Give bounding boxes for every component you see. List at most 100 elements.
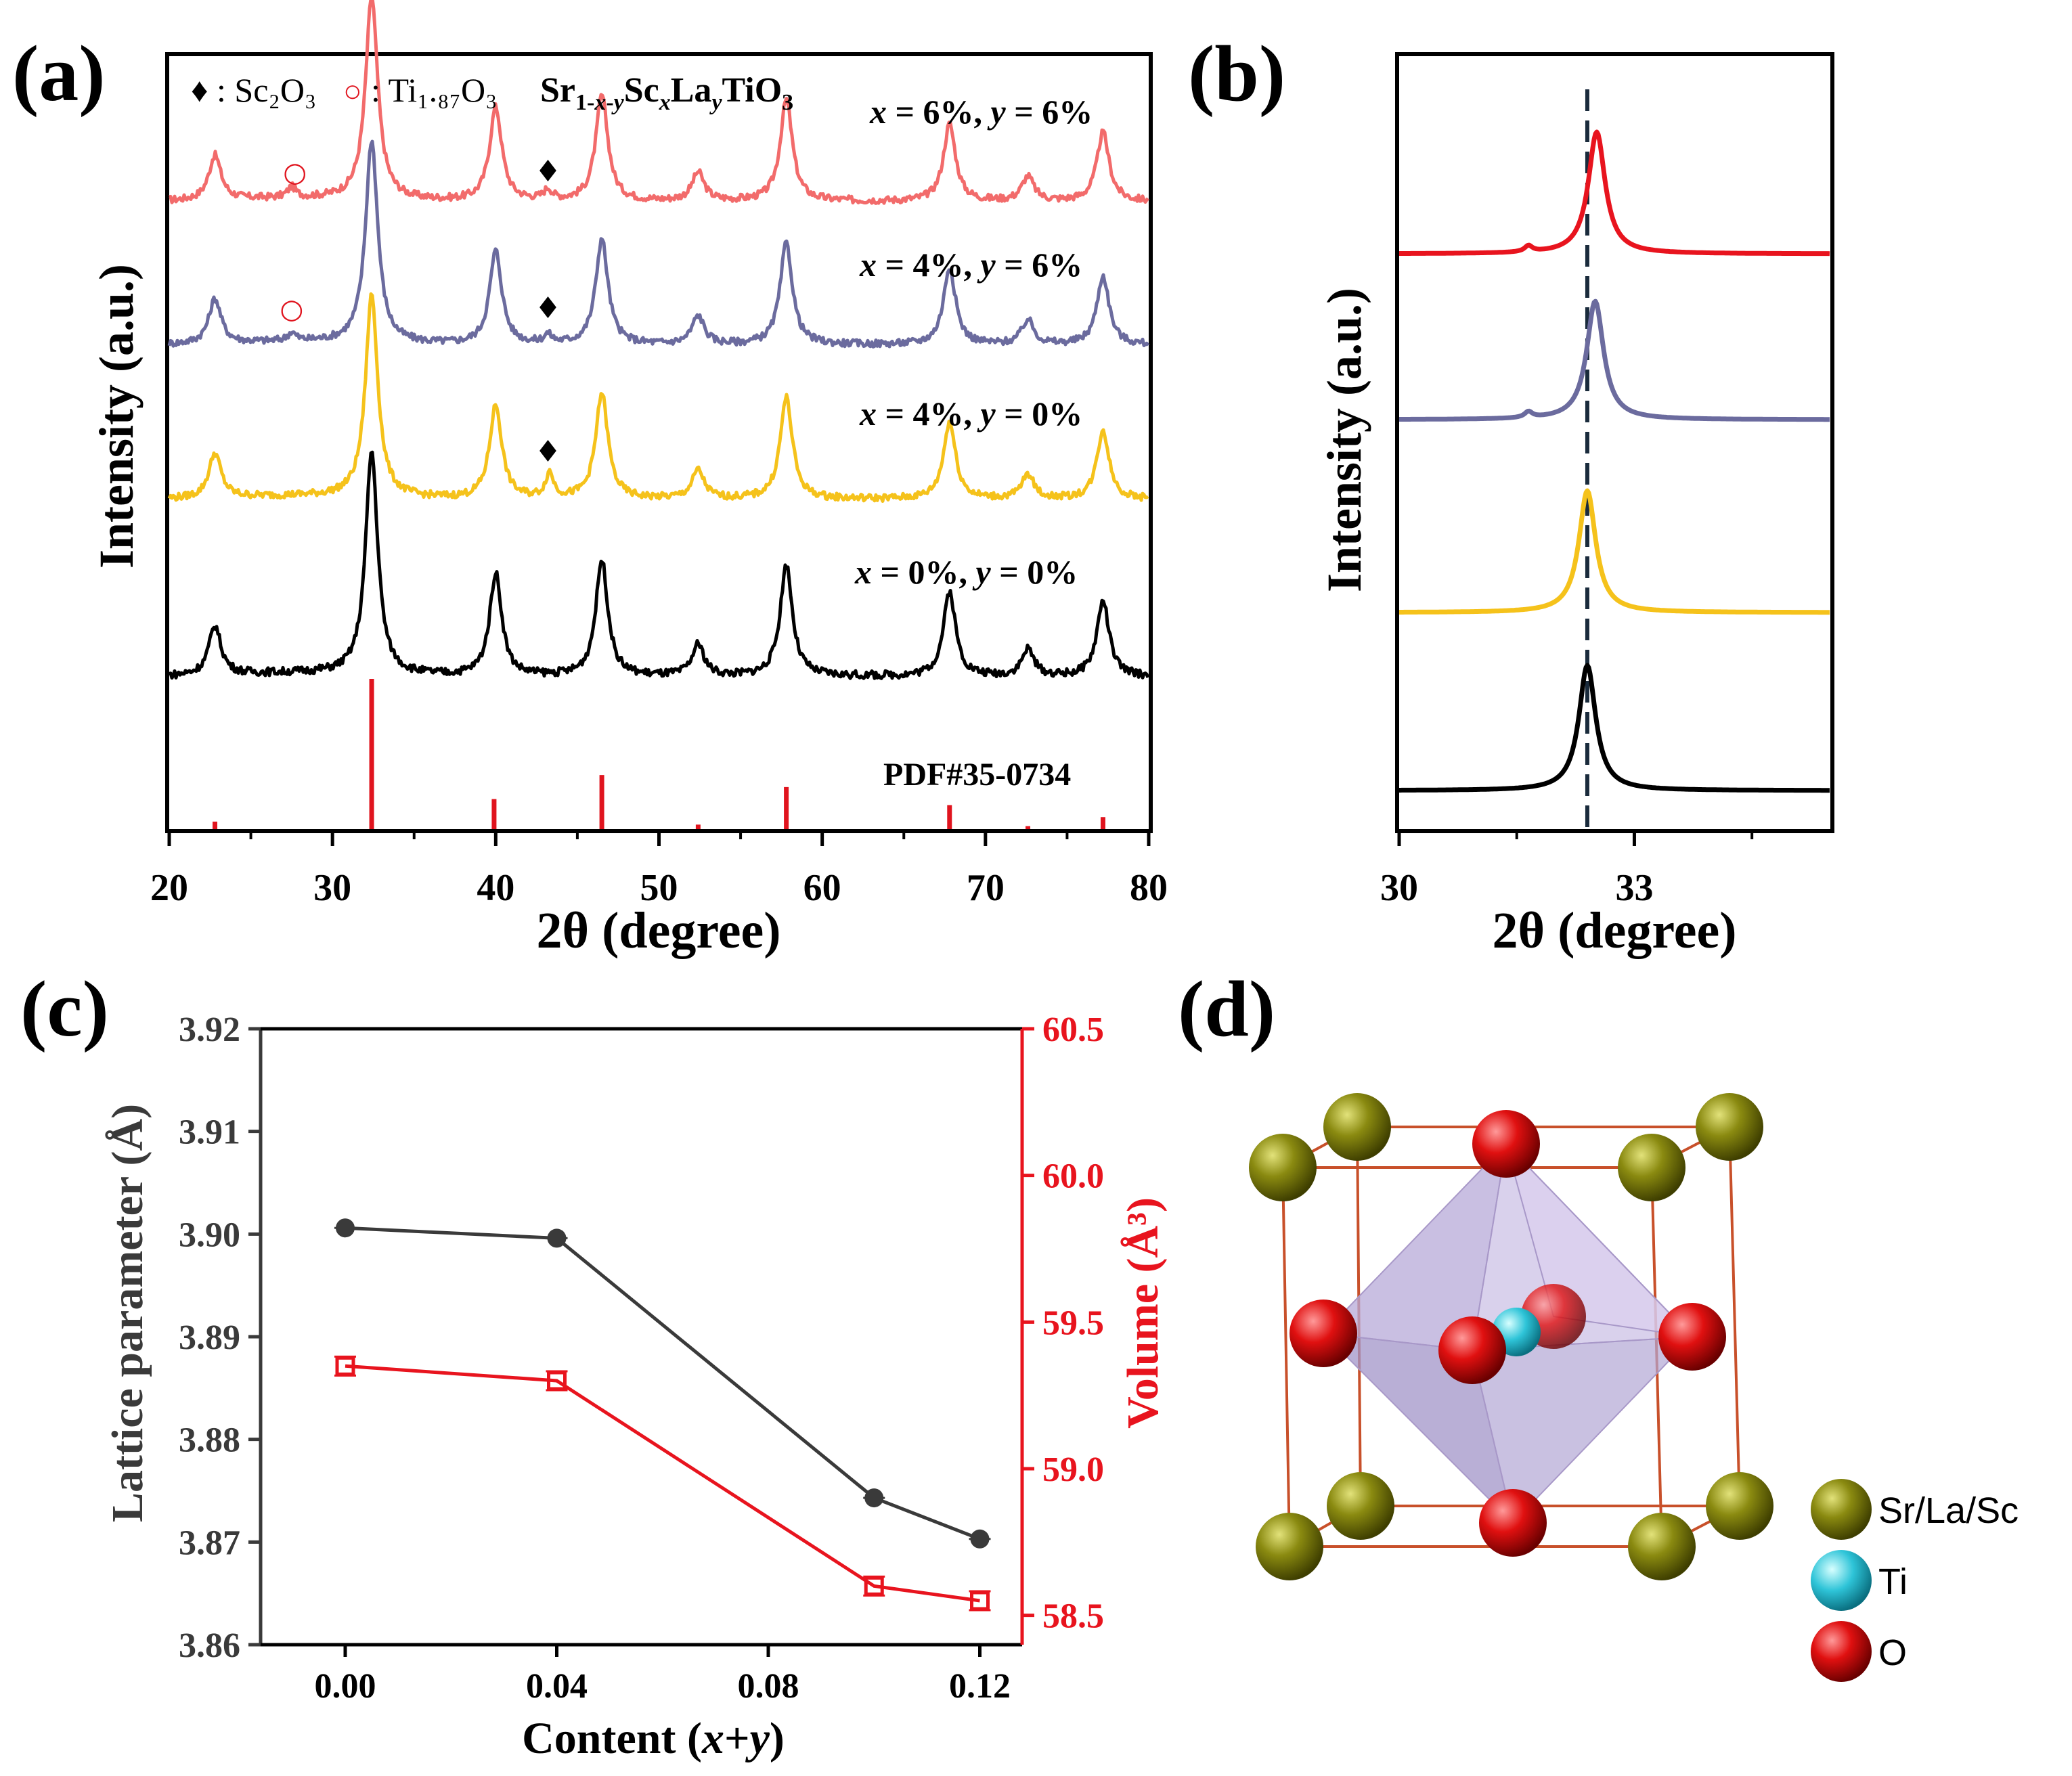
x-tick-label: 0.08: [738, 1667, 799, 1706]
legend-ti-label: Ti: [1878, 1561, 1908, 1602]
atoms: [1249, 1093, 1773, 1580]
panel-d-label: (d): [1178, 964, 1275, 1053]
y-tick-label-right: 58.5: [1042, 1597, 1104, 1636]
legend-ti187o3-marker: ○: [343, 74, 362, 108]
legend-o-swatch: [1811, 1621, 1872, 1682]
series-line-2: [167, 292, 1149, 503]
panel-c: (c) 3.86 3.87 3.88 3.89 3.90 3.91 3.92 58.5 59.0…: [20, 964, 1168, 1763]
panel-c-y-label-left: Lattice parameter (Å): [103, 1104, 152, 1522]
panel-c-x-label: Content (x+y): [522, 1714, 785, 1763]
y-tick-label-left: 3.88: [179, 1421, 240, 1460]
y-tick-label-left: 3.90: [179, 1216, 240, 1254]
sr-atom: [1618, 1134, 1685, 1201]
tio6-octahedron: [1321, 1141, 1694, 1526]
x-tick-label: 80: [1130, 867, 1168, 909]
x-tick-label: 0.12: [949, 1667, 1011, 1706]
b-series-line-1: [1398, 298, 1831, 422]
o-atom: [1472, 1110, 1540, 1178]
volume-point: [970, 1591, 990, 1611]
o-atom: [1658, 1303, 1726, 1371]
panel-a-x-label: 2θ (degree): [536, 902, 780, 959]
series-label-x4-y0: x = 4%, y = 0%: [859, 395, 1082, 432]
panel-a-frame: [165, 52, 1153, 833]
sr-atom: [1327, 1472, 1394, 1540]
series-label-x6-y6: x = 6%, y = 6%: [869, 93, 1093, 131]
panel-b-label: (b): [1188, 29, 1285, 118]
legend-ti187o3-text: : Ti₁.₈₇O₃: [371, 71, 498, 109]
panel-c-axes: 3.86 3.87 3.88 3.89 3.90 3.91 3.92 58.5 59.0 59.5…: [179, 1011, 1104, 1706]
c-series-line-1: [345, 1364, 980, 1603]
panel-b-series-group: [1398, 129, 1831, 793]
series-label-x4-y6: x = 4%, y = 6%: [859, 246, 1082, 284]
b-series-line-0: [1398, 129, 1831, 257]
panel-a-x-ticks: 20 30 40 50 60 70 80: [150, 831, 1168, 909]
legend-sc2o3-marker: ♦: [191, 71, 208, 109]
panel-b-y-label: Intensity (a.u.): [1317, 288, 1371, 592]
o-atom: [1479, 1489, 1547, 1557]
y-tick-label-left: 3.92: [179, 1011, 240, 1049]
x-tick-label: 70: [967, 867, 1005, 909]
c-series-line-0: [345, 1226, 981, 1541]
panel-c-y-label-right: Volume (Å³): [1118, 1197, 1168, 1429]
formula-label: Sr1-x-yScxLayTiO3: [540, 71, 793, 115]
x-tick-label: 40: [477, 867, 514, 909]
y-tick-label-left: 3.86: [179, 1626, 240, 1665]
x-tick-label: 60: [803, 867, 841, 909]
y-tick-label-left: 3.89: [179, 1318, 240, 1357]
legend-sr-swatch: [1811, 1479, 1872, 1540]
sc2o3-marker: ♦: [535, 435, 561, 469]
octahedron-face: [1471, 1335, 1694, 1525]
sr-atom: [1706, 1472, 1773, 1540]
sr-atom: [1696, 1093, 1763, 1161]
ti187o3-marker: ○: [280, 294, 303, 325]
series-label-x0-y0: x = 0%, y = 0%: [854, 553, 1078, 591]
volume-point: [547, 1371, 567, 1391]
sr-atom: [1249, 1134, 1317, 1201]
sc2o3-marker: ♦: [535, 291, 561, 326]
panel-b-x-ticks: 30 33: [1380, 831, 1754, 909]
panel-b-frame: [1395, 52, 1834, 833]
panel-a-reference-bars: [213, 679, 1105, 829]
panel-b-x-label: 2θ (degree): [1492, 902, 1736, 959]
o-atom: [1438, 1316, 1506, 1384]
sr-atom: [1256, 1513, 1323, 1580]
panel-d: (d): [1178, 964, 2019, 1682]
x-tick-label: 0.00: [315, 1667, 376, 1706]
sr-atom: [1323, 1093, 1391, 1161]
sr-atom: [1628, 1513, 1696, 1580]
x-tick-label: 30: [1380, 867, 1418, 909]
series-line-1: [167, 139, 1150, 349]
b-series-line-2: [1398, 488, 1831, 615]
y-tick-label-left: 3.91: [179, 1113, 240, 1152]
legend-sc2o3-text: : Sc₂O₃: [217, 71, 316, 109]
y-tick-label-right: 59.5: [1042, 1304, 1104, 1342]
y-tick-label-right: 60.5: [1042, 1011, 1104, 1049]
legend-ti-swatch: [1811, 1550, 1872, 1611]
x-tick-label: 33: [1615, 867, 1653, 909]
y-tick-label-right: 59.0: [1042, 1450, 1104, 1489]
panel-a-series-group: [167, 0, 1150, 680]
legend-sr-label: Sr/La/Sc: [1878, 1490, 2019, 1531]
volume-point: [864, 1576, 884, 1596]
y-tick-label-right: 60.0: [1042, 1157, 1104, 1196]
y-tick-label-left: 3.87: [179, 1524, 240, 1562]
x-tick-label: 30: [313, 867, 351, 909]
panel-c-series-group: [334, 1218, 991, 1612]
volume-point: [335, 1356, 355, 1376]
panel-c-label: (c): [20, 964, 109, 1053]
legend-o-label: O: [1878, 1633, 1907, 1673]
sc2o3-marker: ♦: [535, 154, 561, 189]
panel-b: (b) 30 33 Intensity (a.u.) 2θ (degree): [1188, 29, 1834, 959]
b-series-line-3: [1398, 663, 1831, 793]
series-line-0: [169, 0, 1149, 205]
panel-a-label: (a): [12, 29, 106, 118]
panel-a-phase-markers: ○ ♦ ○ ♦ ♦: [280, 154, 561, 469]
x-tick-label: 0.04: [526, 1667, 588, 1706]
panel-a-y-label: Intensity (a.u.): [89, 264, 144, 569]
ti187o3-marker: ○: [283, 157, 307, 188]
x-tick-label: 50: [640, 867, 678, 909]
reference-label: PDF#35-0734: [883, 757, 1071, 793]
series-line-3: [168, 450, 1150, 680]
x-tick-label: 20: [150, 867, 188, 909]
